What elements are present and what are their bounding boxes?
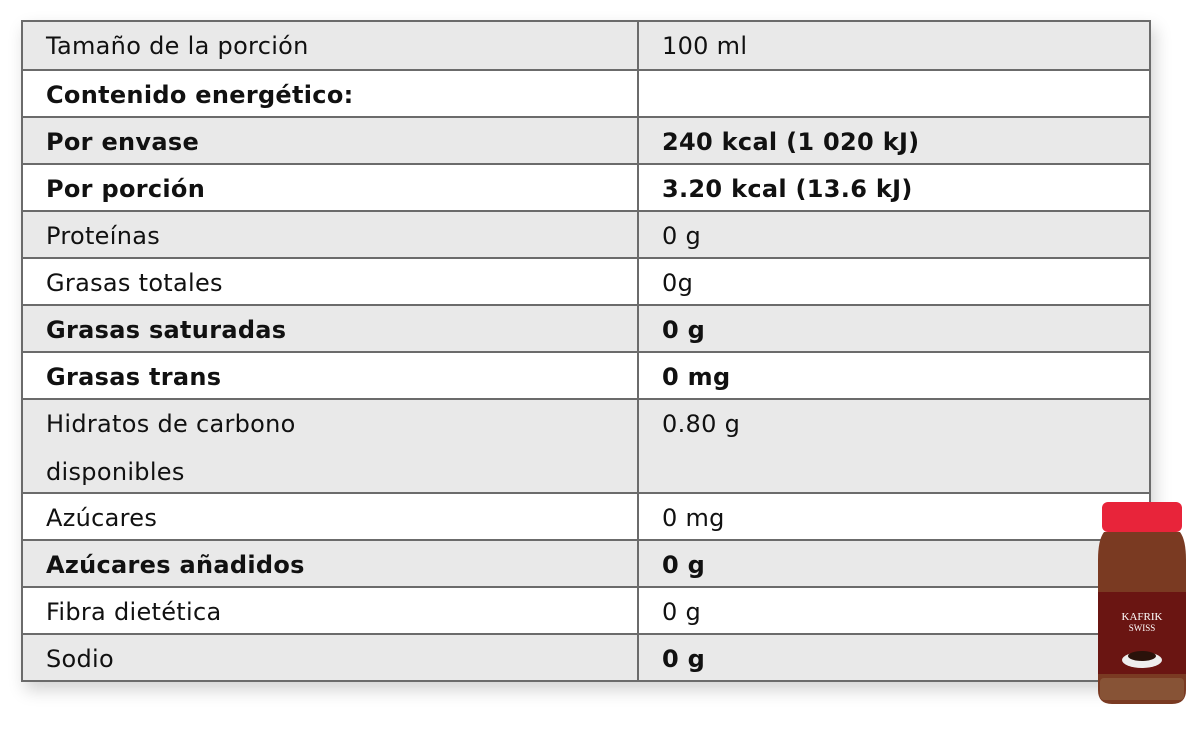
nutrient-value: 0 g bbox=[662, 551, 706, 579]
nutrient-label: Fibra dietética bbox=[23, 588, 639, 633]
nutrient-label: Grasas saturadas bbox=[23, 306, 639, 351]
nutrient-value: 0.80 g bbox=[662, 410, 741, 438]
coffee-surface bbox=[1128, 651, 1156, 661]
jar-lid bbox=[1102, 502, 1182, 532]
nutrient-value: 100 ml bbox=[662, 32, 748, 60]
nutrient-label: Proteínas bbox=[23, 212, 639, 257]
nutrient-label: Hidratos de carbono disponibles bbox=[23, 400, 639, 492]
nutrient-label: Sodio bbox=[23, 635, 639, 680]
table-row: Grasas saturadas 0 g bbox=[23, 304, 1149, 351]
nutrient-value: 0 g bbox=[662, 645, 706, 673]
nutrient-value bbox=[639, 71, 1149, 116]
nutrient-value: 0 g bbox=[662, 222, 702, 250]
coffee-jar-image: KAFRIK SWISS bbox=[1098, 502, 1186, 704]
nutrient-label: Grasas trans bbox=[23, 353, 639, 398]
table-row: Fibra dietética 0 g bbox=[23, 586, 1149, 633]
nutrient-value: 240 kcal (1 020 kJ) bbox=[662, 128, 920, 156]
nutrient-label: Contenido energético: bbox=[23, 71, 639, 116]
nutrient-value: 0g bbox=[662, 269, 694, 297]
table-row: Proteínas 0 g bbox=[23, 210, 1149, 257]
table-row: Azúcares añadidos 0 g bbox=[23, 539, 1149, 586]
nutrient-label: Grasas totales bbox=[23, 259, 639, 304]
table-row: Sodio 0 g bbox=[23, 633, 1149, 680]
table-row: Azúcares 0 mg bbox=[23, 492, 1149, 539]
nutrient-label: Azúcares bbox=[23, 494, 639, 539]
table-row: Grasas totales 0g bbox=[23, 257, 1149, 304]
brand-text: KAFRIK bbox=[1122, 611, 1163, 623]
nutrient-value: 0 mg bbox=[662, 504, 725, 532]
table-row: Por porción 3.20 kcal (13.6 kJ) bbox=[23, 163, 1149, 210]
table-row: Grasas trans 0 mg bbox=[23, 351, 1149, 398]
nutrient-value: 0 g bbox=[662, 598, 702, 626]
table-row: Por envase 240 kcal (1 020 kJ) bbox=[23, 116, 1149, 163]
table-row: Contenido energético: bbox=[23, 69, 1149, 116]
table-row: Tamaño de la porción 100 ml bbox=[23, 22, 1149, 69]
nutrition-table: Tamaño de la porción 100 ml Contenido ener… bbox=[21, 20, 1151, 682]
jar-base bbox=[1100, 678, 1184, 700]
nutrient-label: Tamaño de la porción bbox=[23, 22, 639, 69]
nutrient-value: 3.20 kcal (13.6 kJ) bbox=[662, 175, 913, 203]
nutrient-value: 0 mg bbox=[662, 363, 731, 391]
nutrient-label: Por envase bbox=[23, 118, 639, 163]
table-row: Hidratos de carbono disponibles 0.80 g bbox=[23, 398, 1149, 492]
nutrient-label: Por porción bbox=[23, 165, 639, 210]
nutrient-label: Azúcares añadidos bbox=[23, 541, 639, 586]
nutrient-value: 0 g bbox=[662, 316, 706, 344]
brand-text-2: SWISS bbox=[1129, 623, 1156, 633]
